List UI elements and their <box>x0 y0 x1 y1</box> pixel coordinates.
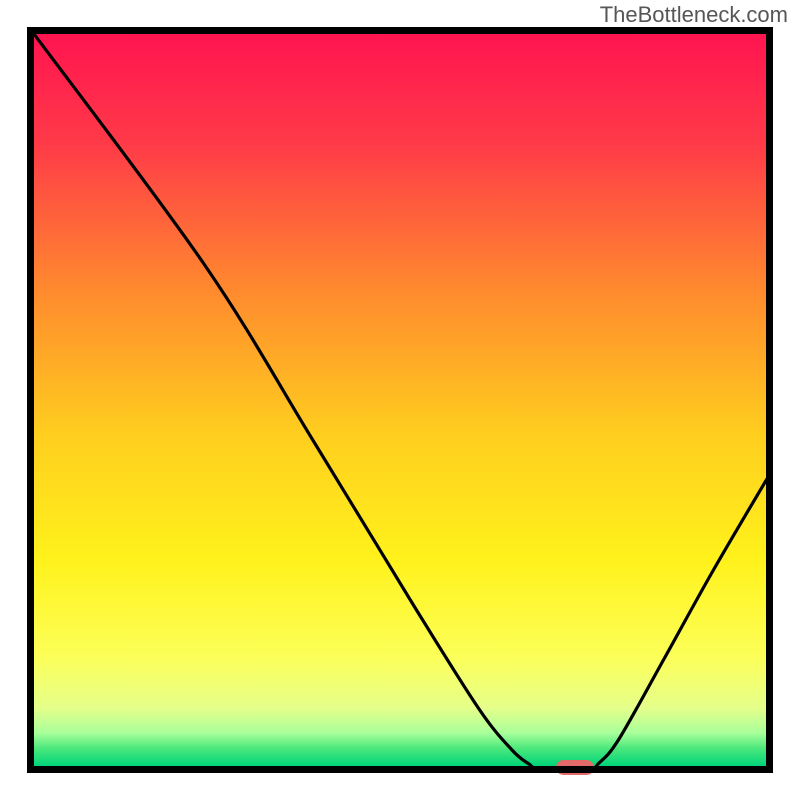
chart-frame <box>27 27 773 773</box>
watermark-text: TheBottleneck.com <box>600 2 788 28</box>
